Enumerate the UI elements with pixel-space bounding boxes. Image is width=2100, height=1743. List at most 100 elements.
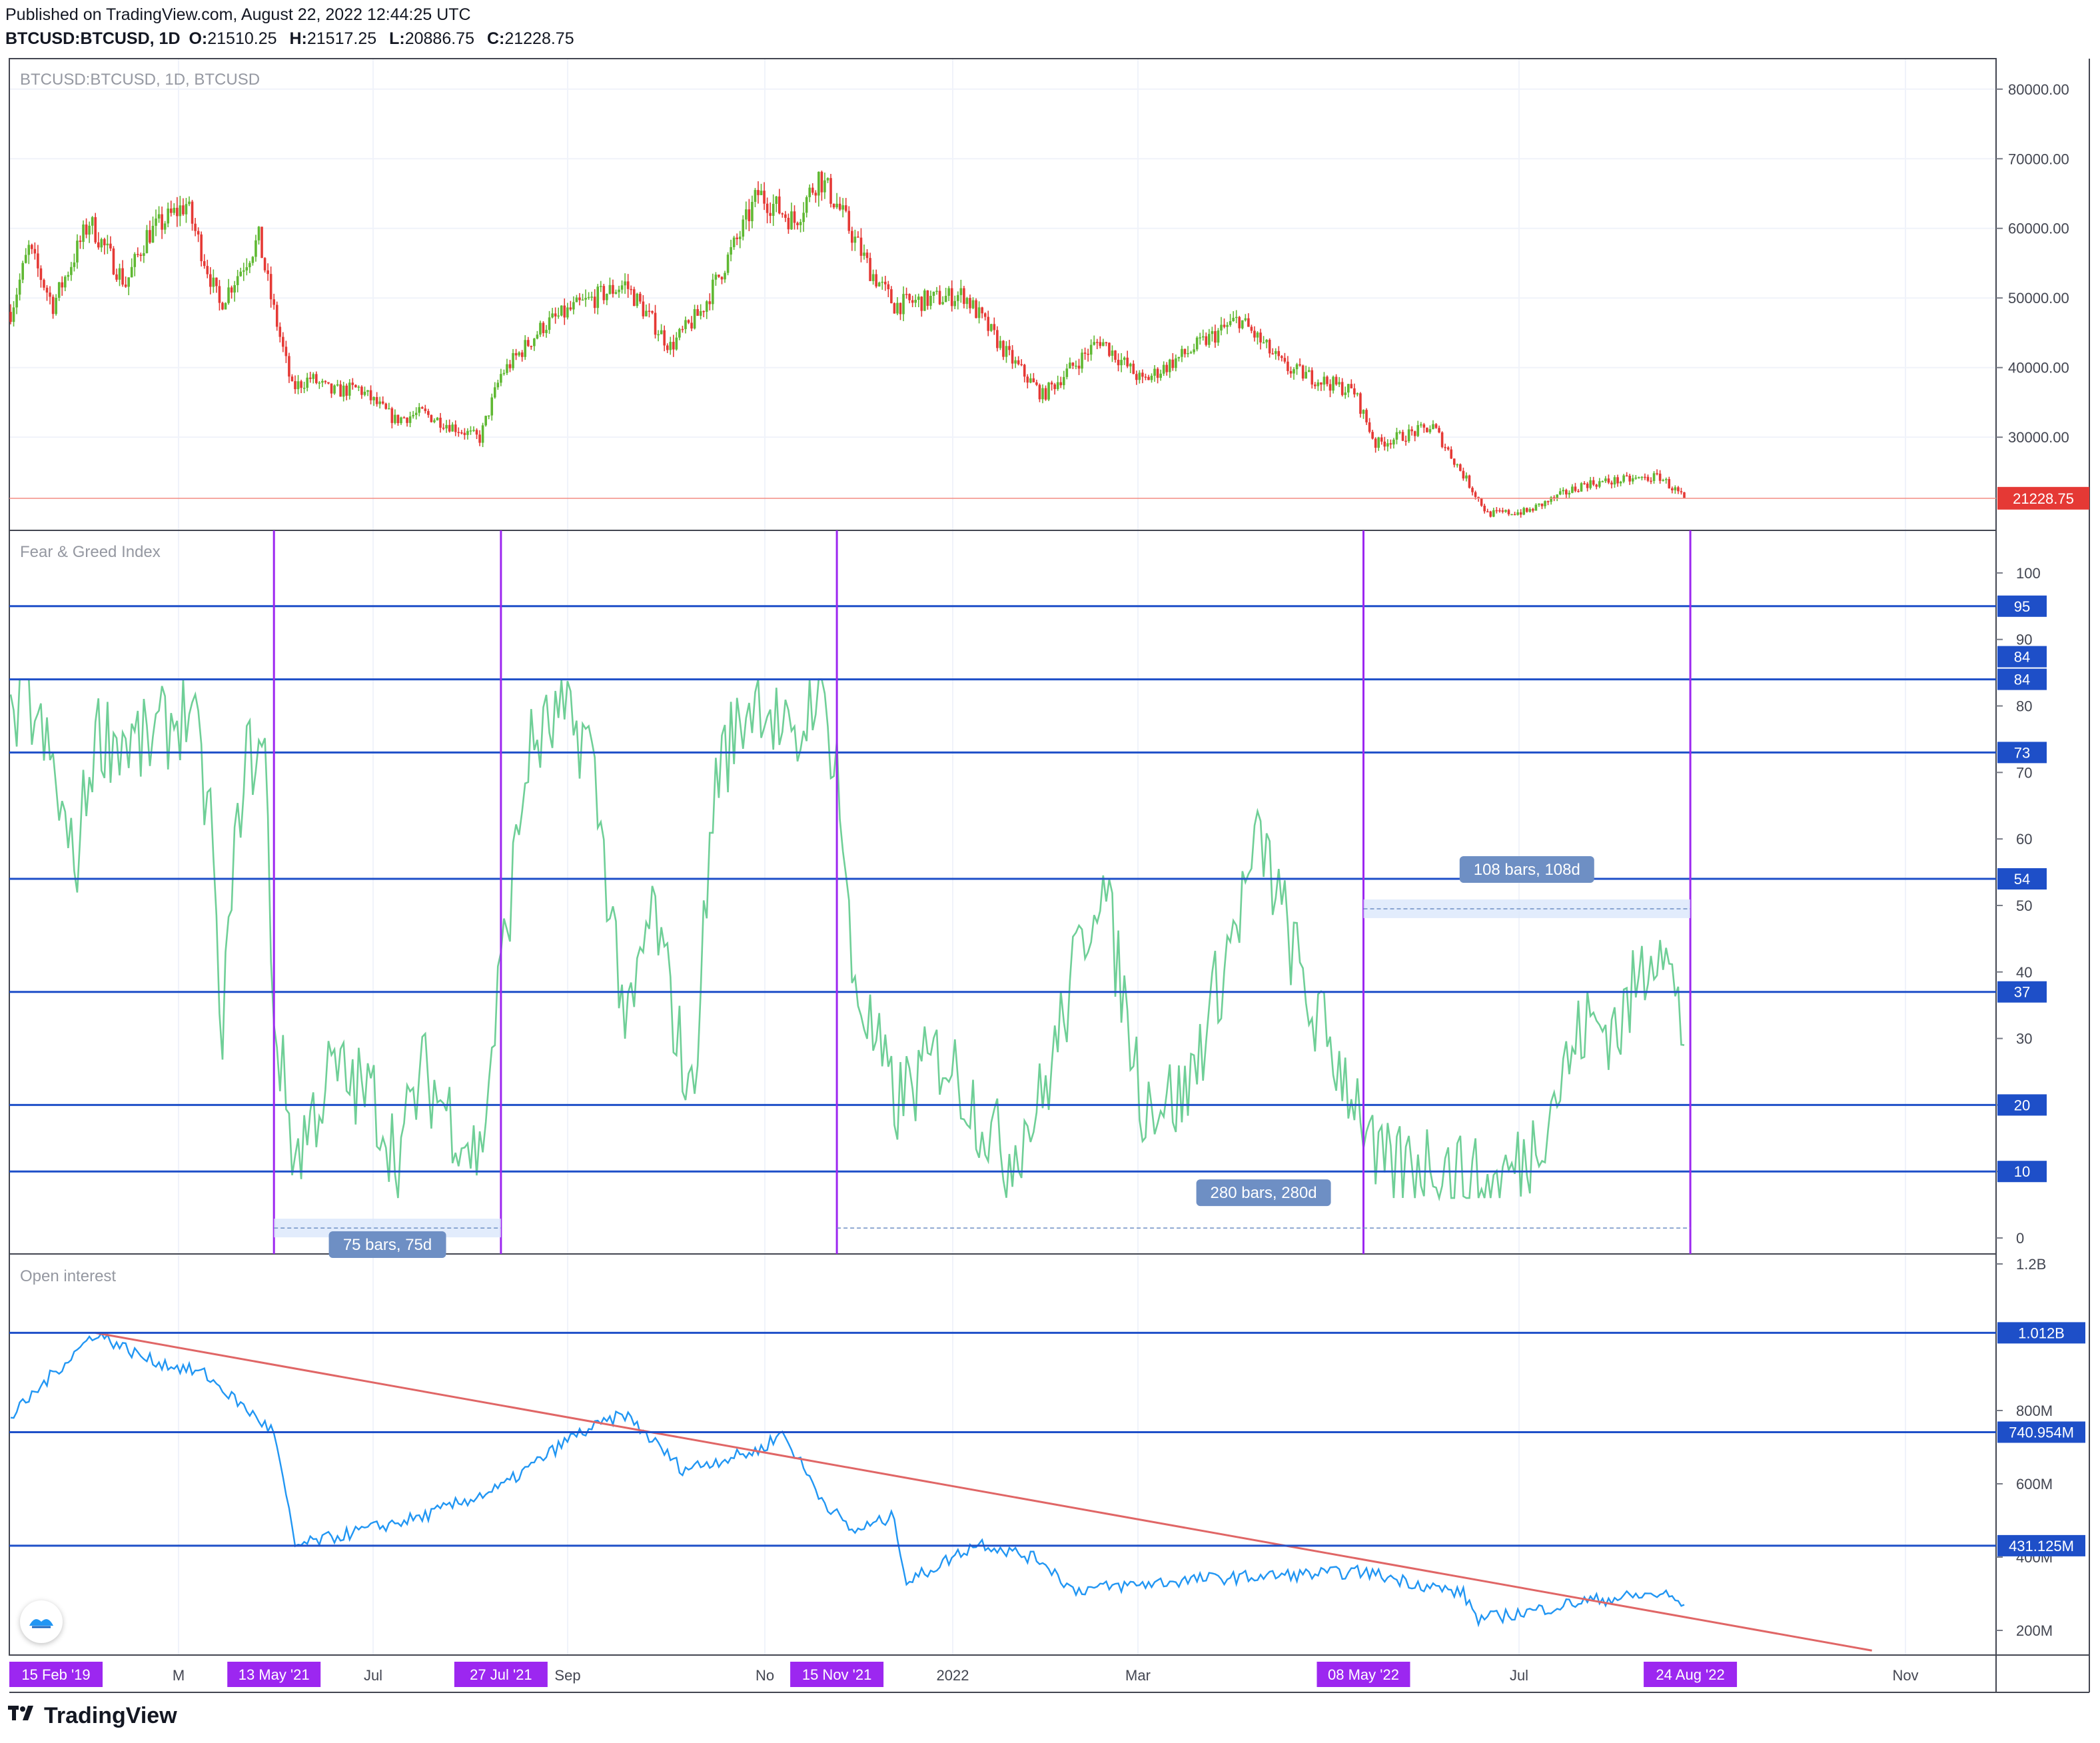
candle [1011,350,1014,364]
candle [1081,352,1083,369]
symbol-label[interactable]: BTCUSD:BTCUSD, 1D [5,29,181,48]
candle [847,211,851,231]
candle [369,390,372,400]
candle [851,231,853,243]
candle [1141,372,1144,377]
candle [33,249,37,254]
candle [1422,424,1426,428]
candle [857,237,859,238]
candle [124,285,127,287]
candle [420,407,424,409]
candle [236,276,239,285]
candle [1168,359,1171,372]
candle [1450,449,1453,459]
fg-hline-badge [1997,595,2047,617]
candle [859,237,863,256]
candle [563,305,566,318]
candle [754,190,757,202]
candle [1468,475,1471,488]
candle [838,203,841,210]
candle [1123,357,1126,360]
candle [554,313,557,316]
oi-tick-label: 200M [2016,1622,2053,1639]
candle [18,279,21,295]
candle [526,340,530,346]
candle [1434,424,1438,428]
candle [215,277,218,287]
candle [39,268,43,281]
candle [548,317,551,330]
candle [606,294,608,300]
candle [908,294,911,300]
high-value: 21517.25 [306,29,377,48]
open-value: 21510.25 [207,29,277,48]
candle [1664,479,1668,480]
candle [1020,364,1023,366]
candle [1244,318,1247,320]
candle [1287,361,1289,371]
candle [1350,384,1353,388]
candle [881,281,884,283]
candle [191,201,194,224]
candle [799,222,802,225]
candle [418,407,421,413]
candle [796,223,799,225]
candle [654,312,657,335]
tradingview-badge-icon[interactable] [20,1600,63,1643]
candle [1111,350,1114,356]
candle [1223,324,1226,327]
candle [451,424,454,432]
candle [987,316,990,331]
oi-hline-badge [1997,1421,2085,1443]
candle [1044,388,1047,400]
candle [1156,368,1159,378]
candle [157,214,161,219]
time-tick: Nov [1892,1667,1918,1684]
candle [466,430,469,435]
fg-hline-badge [1997,981,2047,1003]
candle [648,310,651,312]
candle [460,432,463,434]
candle [551,313,554,318]
candle [560,305,563,316]
candle [1217,330,1220,343]
candle [887,284,890,290]
candle [1392,439,1395,445]
price-tick-label: 40000.00 [2008,360,2069,376]
candle [1625,475,1628,477]
candle [372,396,375,400]
price-tick-label: 30000.00 [2008,429,2069,446]
candle [708,301,712,304]
candle [536,334,539,339]
candle [863,253,865,256]
tradingview-logo[interactable]: TradingView [8,1703,177,1729]
fg-hline-label: 37 [2014,984,2030,1001]
candle [1253,330,1256,338]
time-tick: Jul [364,1667,382,1684]
fg-hline-badge [1997,1161,2047,1183]
candle [1193,349,1195,352]
date-badge-label: 13 May '21 [239,1666,310,1683]
fg-tick-label: 40 [2016,964,2032,981]
date-badge [790,1662,884,1687]
candle [760,191,763,195]
candle [508,364,512,368]
fg-tick-label: 0 [2016,1230,2024,1247]
candle [79,241,82,243]
candle [375,396,378,404]
candle [1683,492,1686,498]
candle [823,180,826,193]
candle [1189,352,1193,354]
candle [787,217,790,230]
candle [705,301,708,312]
candle [1610,482,1613,485]
candle [314,374,318,383]
candle [1105,342,1108,344]
candle [484,416,487,426]
candle [357,386,360,388]
candle [1281,356,1283,358]
candle [284,346,288,356]
candle [512,352,514,368]
candle [1598,481,1601,487]
